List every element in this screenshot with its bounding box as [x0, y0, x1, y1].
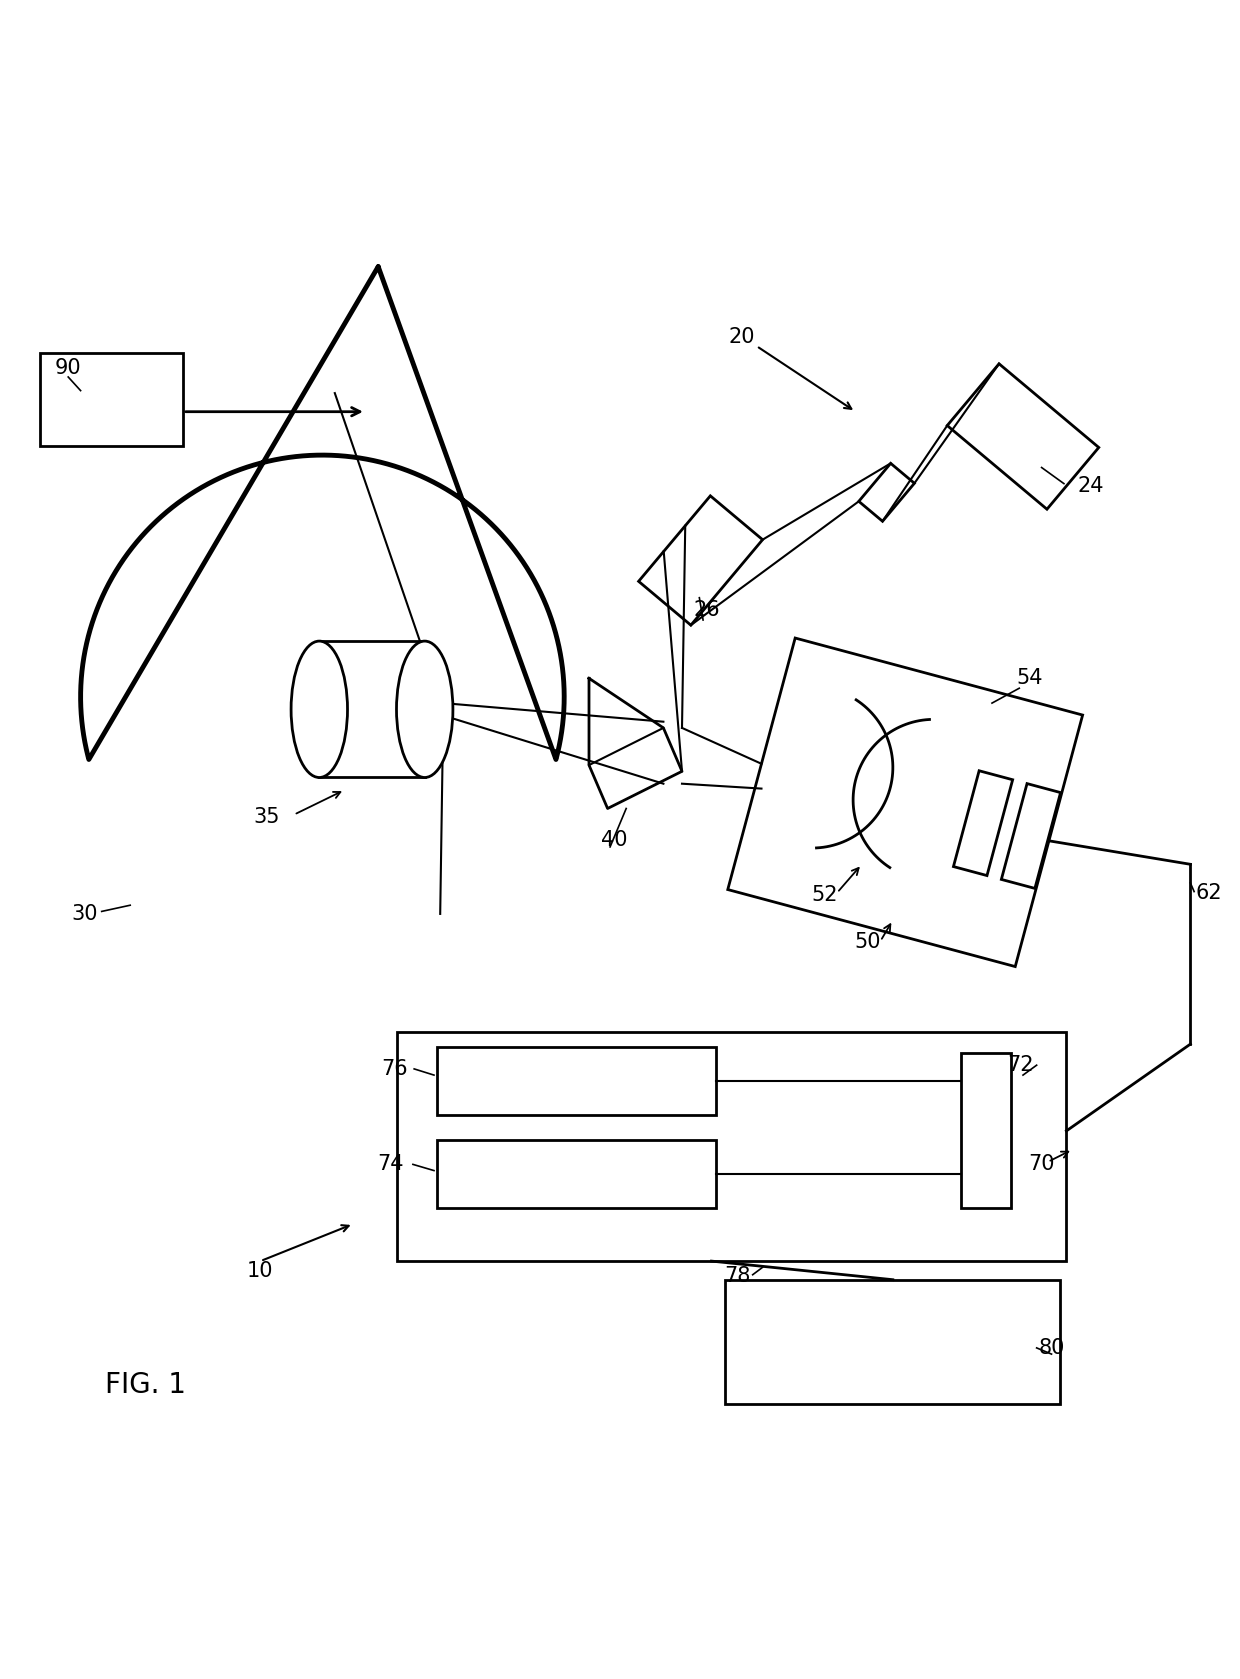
- Text: 54: 54: [1016, 668, 1043, 688]
- Bar: [639, 495, 763, 625]
- Text: FIG. 1: FIG. 1: [105, 1372, 186, 1399]
- Text: 40: 40: [600, 829, 627, 850]
- Text: 24: 24: [1078, 477, 1105, 495]
- Bar: [397, 1031, 1066, 1261]
- Text: 10: 10: [247, 1261, 274, 1281]
- Text: 76: 76: [381, 1059, 408, 1080]
- Text: 62: 62: [1195, 883, 1223, 903]
- Text: 26: 26: [693, 599, 720, 620]
- Text: 80: 80: [1038, 1338, 1065, 1358]
- Text: 35: 35: [253, 808, 280, 828]
- Bar: [961, 1053, 1011, 1209]
- Bar: [1002, 784, 1060, 888]
- Text: 90: 90: [55, 358, 82, 378]
- Text: 50: 50: [854, 932, 882, 952]
- Text: 52: 52: [811, 885, 838, 905]
- Bar: [320, 641, 424, 777]
- Bar: [954, 771, 1013, 875]
- Text: 70: 70: [1028, 1155, 1055, 1174]
- Text: 20: 20: [728, 327, 755, 348]
- Text: 30: 30: [71, 903, 98, 923]
- Bar: [728, 638, 1083, 967]
- Bar: [859, 463, 914, 520]
- Bar: [438, 1048, 717, 1115]
- Text: 78: 78: [724, 1266, 751, 1286]
- Text: 72: 72: [1007, 1054, 1034, 1075]
- Ellipse shape: [291, 641, 347, 777]
- Bar: [40, 353, 184, 447]
- Ellipse shape: [397, 641, 453, 777]
- Text: 74: 74: [377, 1155, 404, 1174]
- Bar: [438, 1140, 717, 1209]
- Bar: [725, 1279, 1060, 1404]
- Bar: [947, 364, 1099, 509]
